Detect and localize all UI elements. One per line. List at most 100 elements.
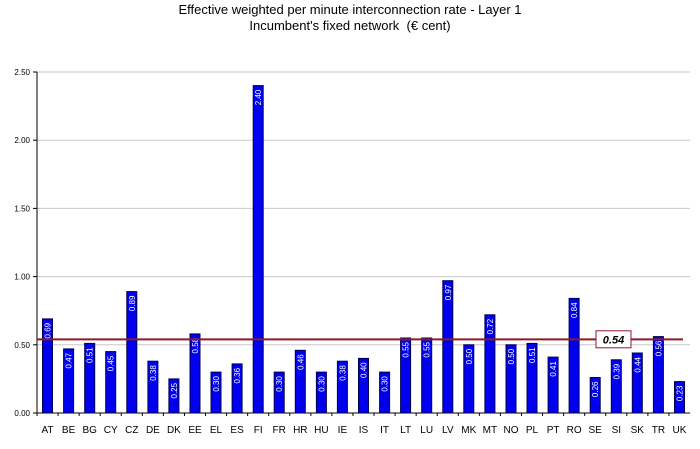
x-tick-label: IT: [380, 425, 389, 436]
bar-tr: [652, 336, 664, 414]
bar-uk: [674, 381, 685, 414]
data-label: 0.30: [317, 376, 326, 392]
bar-cy: [105, 351, 117, 414]
x-tick-label: LV: [442, 425, 454, 436]
x-tick-label: EE: [188, 425, 202, 436]
data-label: 0.58: [191, 337, 200, 353]
x-tick-label: SK: [631, 425, 645, 436]
x-tick-label: BE: [62, 425, 76, 436]
data-label: 0.38: [338, 365, 347, 381]
data-label: 0.69: [44, 322, 53, 338]
data-label: 0.89: [128, 295, 137, 311]
bar-ro: [568, 297, 580, 414]
x-tick-label: DE: [146, 425, 160, 436]
bar-no: [505, 344, 517, 414]
data-label: 0.46: [296, 354, 305, 370]
average-label: 0.54: [603, 334, 624, 346]
chart-title-block: Effective weighted per minute interconne…: [0, 2, 700, 34]
y-tick-label: 0.00: [14, 409, 30, 418]
data-label: 0.84: [570, 302, 579, 318]
x-tick-label: HR: [293, 425, 307, 436]
data-label: 0.38: [149, 365, 158, 381]
data-label: 0.56: [654, 340, 663, 356]
bar-hr: [294, 349, 306, 414]
x-tick-label: UK: [673, 425, 687, 436]
x-tick-label: CZ: [125, 425, 138, 436]
bar-lt: [400, 337, 412, 414]
data-label: 0.40: [360, 362, 369, 378]
data-label: 0.55: [423, 341, 432, 357]
data-label: 0.39: [612, 363, 621, 379]
data-label: 0.23: [676, 385, 685, 401]
x-tick-label: IE: [338, 425, 348, 436]
x-tick-label: NO: [504, 425, 519, 436]
data-label: 0.30: [275, 376, 284, 392]
x-tick-label: FI: [254, 425, 263, 436]
data-label: 0.26: [591, 381, 600, 397]
data-label: 0.30: [212, 376, 221, 392]
x-tick-label: HU: [314, 425, 328, 436]
x-tick-label: AT: [41, 425, 53, 436]
data-label: 0.50: [507, 348, 516, 364]
bar-fi: [252, 85, 264, 414]
bar-fr: [273, 371, 285, 414]
x-tick-label: BG: [82, 425, 97, 436]
x-tick-label: LU: [420, 425, 433, 436]
x-tick-label: LT: [400, 425, 411, 436]
bar-ie: [336, 360, 348, 414]
bar-be: [63, 348, 75, 414]
bar-is: [358, 357, 369, 414]
bar-at: [42, 318, 53, 414]
x-tick-label: CY: [104, 425, 118, 436]
data-label: 0.72: [486, 318, 495, 334]
bar-mk: [463, 344, 475, 414]
x-tick-label: MT: [483, 425, 497, 436]
y-tick-label: 2.50: [14, 68, 30, 77]
bar-hu: [315, 371, 327, 414]
bar-lu: [421, 337, 433, 414]
data-label: 0.36: [233, 367, 242, 383]
data-label: 0.55: [402, 341, 411, 357]
data-label: 0.41: [549, 361, 558, 377]
x-tick-label: ES: [230, 425, 244, 436]
data-label: 0.45: [107, 355, 116, 371]
bar-es: [231, 363, 243, 414]
bar-ee: [189, 333, 201, 414]
data-label: 0.25: [170, 382, 179, 398]
bar-lv: [442, 280, 454, 414]
bar-el: [210, 371, 222, 414]
x-tick-label: RO: [567, 425, 582, 436]
data-label: 2.40: [254, 89, 263, 105]
x-tick-label: MK: [461, 425, 476, 436]
data-label: 0.51: [86, 347, 95, 363]
data-label: 0.51: [528, 347, 537, 363]
y-tick-label: 1.50: [14, 204, 30, 213]
bar-it: [379, 371, 391, 414]
bar-bg: [84, 342, 96, 414]
bar-dk: [168, 378, 180, 414]
x-tick-label: FR: [273, 425, 286, 436]
bar-pt: [547, 356, 559, 414]
x-tick-label: IS: [359, 425, 369, 436]
x-tick-label: PT: [547, 425, 560, 436]
chart-title: Effective weighted per minute interconne…: [178, 2, 522, 17]
chart-subtitle: Incumbent's fixed network (€ cent): [249, 18, 451, 33]
bar-de: [147, 360, 159, 414]
data-label: 0.44: [633, 356, 642, 372]
data-label: 0.30: [381, 376, 390, 392]
x-tick-label: PL: [526, 425, 539, 436]
data-label: 0.47: [65, 352, 74, 368]
y-tick-label: 2.00: [14, 136, 30, 145]
x-tick-label: EL: [210, 425, 223, 436]
average-label-box: [595, 330, 632, 349]
data-label: 0.50: [465, 348, 474, 364]
y-tick-label: 1.00: [14, 273, 30, 282]
data-label: 0.97: [444, 284, 453, 300]
y-tick-label: 0.50: [14, 341, 30, 350]
x-tick-label: TR: [652, 425, 665, 436]
x-tick-label: SI: [612, 425, 621, 436]
x-tick-label: DK: [167, 425, 181, 436]
bar-cz: [126, 291, 138, 414]
bar-se: [589, 377, 601, 414]
